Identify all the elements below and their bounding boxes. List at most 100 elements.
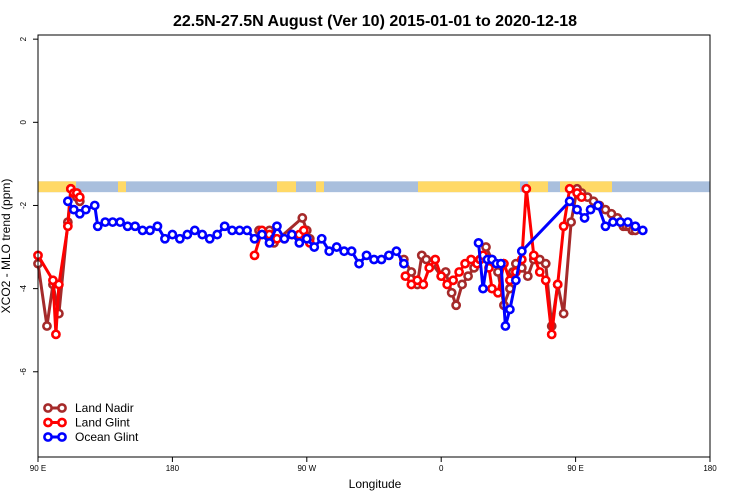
point-0-26 (463, 271, 473, 282)
point-2-42 (369, 254, 379, 265)
point-2-48 (478, 283, 488, 294)
legend-marker-b-2 (57, 432, 67, 442)
map-land-1 (118, 181, 126, 193)
point-1-43 (534, 267, 545, 277)
y-tick-label-2: -2 (19, 201, 28, 209)
point-0-37 (522, 271, 533, 282)
point-2-26 (249, 233, 260, 244)
point-0-23 (446, 287, 457, 298)
point-2-21 (212, 229, 223, 240)
point-1-36 (493, 287, 503, 298)
point-1-27 (448, 275, 459, 286)
legend-item-1: Land Glint (43, 416, 130, 430)
map-land-0 (38, 181, 76, 193)
plot-frame (37, 34, 711, 458)
point-2-36 (324, 246, 335, 257)
point-0-1 (42, 321, 52, 331)
point-1-28 (454, 267, 465, 277)
x-tick-label-3: 0 (439, 464, 444, 473)
point-2-11 (137, 225, 148, 236)
x-tick-label-2: 90 W (297, 464, 316, 473)
point-2-34 (309, 242, 320, 252)
y-axis-label: XCO2 - MLO trend (ppm) (0, 179, 13, 314)
point-1-2 (51, 329, 61, 340)
point-2-67 (637, 225, 648, 236)
point-2-20 (204, 233, 215, 244)
point-2-10 (130, 221, 140, 232)
point-2-38 (339, 246, 350, 257)
point-0-29 (481, 242, 491, 252)
point-2-56 (516, 246, 527, 257)
point-1-4 (62, 221, 73, 232)
legend-item-2: Ocean Glint (43, 430, 139, 444)
legend-item-0: Land Nadir (43, 401, 134, 415)
point-1-48 (564, 183, 575, 194)
point-2-3 (80, 204, 91, 215)
point-2-7 (107, 217, 118, 227)
point-1-13 (272, 233, 282, 244)
point-0-44 (566, 217, 577, 227)
series-layer (33, 183, 648, 340)
point-0-25 (457, 279, 468, 290)
point-2-65 (622, 217, 633, 227)
legend-label-0: Land Nadir (75, 401, 134, 415)
point-2-33 (301, 233, 312, 244)
map-strip (38, 181, 710, 193)
point-2-0 (62, 196, 73, 207)
legend-marker-a-2 (43, 432, 53, 442)
y-tick-label-4: -6 (19, 368, 28, 376)
point-1-8 (74, 192, 85, 203)
point-2-14 (160, 233, 170, 244)
point-2-31 (286, 229, 297, 240)
point-2-19 (197, 229, 208, 240)
point-1-17 (298, 225, 309, 236)
point-2-16 (174, 233, 185, 244)
point-2-44 (384, 250, 394, 261)
point-1-45 (546, 329, 557, 340)
point-1-50 (576, 192, 587, 203)
y-tick-label-0: 2 (19, 36, 28, 41)
point-1-9 (249, 250, 260, 261)
point-1-46 (552, 279, 563, 290)
point-1-47 (558, 221, 569, 232)
point-2-6 (100, 217, 111, 227)
map-land-4 (418, 181, 520, 193)
point-2-59 (579, 213, 590, 223)
point-1-19 (400, 271, 411, 282)
point-2-47 (473, 237, 484, 248)
point-2-18 (189, 225, 200, 236)
point-2-29 (272, 221, 282, 232)
legend-marker-b-1 (57, 417, 67, 428)
map-land-3 (316, 181, 324, 193)
point-0-24 (451, 300, 462, 311)
point-2-32 (294, 237, 305, 248)
point-2-45 (391, 246, 402, 257)
point-2-23 (227, 225, 238, 236)
point-2-8 (115, 217, 126, 227)
point-2-63 (608, 217, 618, 227)
point-1-22 (418, 279, 429, 290)
point-1-25 (436, 271, 447, 282)
x-tick-label-5: 180 (703, 464, 717, 473)
point-2-22 (219, 221, 230, 232)
point-1-41 (521, 183, 532, 194)
point-2-37 (331, 242, 342, 252)
point-1-23 (424, 262, 435, 273)
chart-title: 22.5N-27.5N August (Ver 10) 2015-01-01 t… (173, 13, 577, 30)
map-land-5 (528, 181, 548, 193)
y-axis: 2 0 -2 -4 -6 (19, 36, 38, 375)
point-2-64 (615, 217, 626, 227)
x-axis-label: Longitude (349, 477, 402, 491)
legend-label-2: Ocean Glint (75, 430, 139, 444)
point-2-39 (346, 246, 357, 257)
x-axis: 90 E 180 90 W 0 90 E 180 (30, 457, 717, 473)
point-1-3 (54, 279, 64, 290)
map-land-2 (277, 181, 296, 193)
point-2-9 (122, 221, 133, 232)
point-2-54 (504, 304, 515, 315)
legend-marker-a-0 (43, 403, 53, 413)
point-2-35 (316, 233, 327, 244)
point-2-57 (564, 196, 575, 207)
